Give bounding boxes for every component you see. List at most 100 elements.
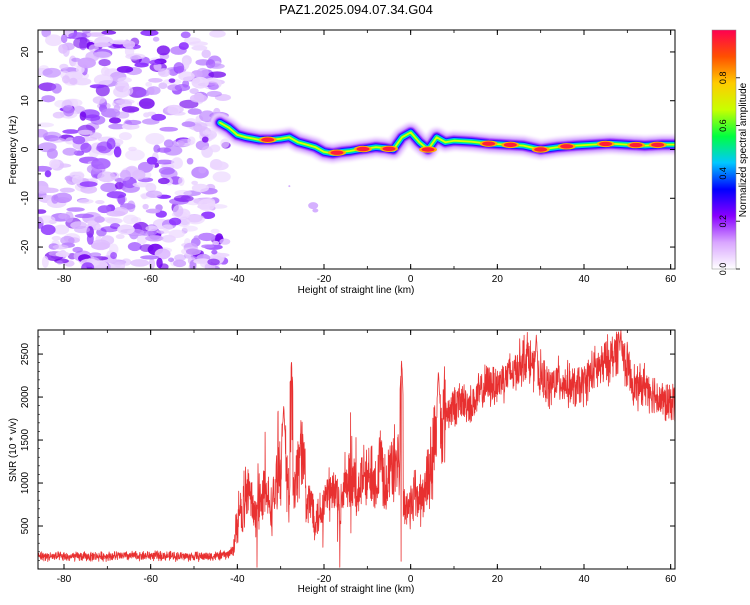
noise-blob	[74, 171, 85, 180]
ridge-peak	[356, 146, 370, 152]
colorbar-tick-label: 0.4	[718, 167, 728, 180]
noise-blob	[62, 147, 78, 156]
noise-blob	[198, 232, 216, 242]
snr-x-tick-label: 40	[578, 574, 590, 585]
noise-blob	[100, 235, 115, 246]
noise-blob	[121, 106, 140, 113]
noise-blob	[137, 161, 153, 173]
noise-blob	[178, 141, 185, 147]
colorbar: 0.0 0.2 0.4 0.6 0.8 Normalized spectral ampl…	[711, 29, 749, 275]
noise-blob	[74, 213, 94, 219]
noise-blob	[45, 34, 63, 47]
noise-blob	[110, 223, 121, 230]
spectrogram-x-tick-label: 60	[665, 274, 677, 285]
noise-blob	[158, 166, 175, 175]
noise-blob	[58, 43, 68, 54]
noise-blob	[197, 198, 216, 211]
noise-blob	[91, 158, 111, 170]
noise-blob	[115, 234, 125, 240]
snr-background	[38, 330, 675, 569]
colorbar-gradient	[712, 30, 736, 269]
noise-blob	[179, 99, 199, 109]
snr-x-tick-label: 60	[665, 574, 677, 585]
ridge-peak	[330, 150, 344, 155]
colorbar-tick-label: 0.8	[718, 72, 728, 85]
noise-blob	[151, 113, 166, 121]
snr-y-tick-label: 2000	[20, 385, 31, 408]
noise-blob	[106, 138, 116, 150]
noise-blob	[178, 176, 185, 186]
figure-title: PAZ1.2025.094.07.34.G04	[279, 2, 433, 17]
noise-blob	[95, 224, 102, 231]
stray-blob	[288, 185, 291, 188]
noise-blob	[191, 76, 209, 89]
snr-x-axis-label: Height of straight line (km)	[298, 584, 415, 595]
noise-blob	[187, 108, 202, 115]
spectrogram-x-tick-label: -20	[317, 274, 332, 285]
spectrogram-x-tick-label: 40	[578, 274, 590, 285]
snr-x-tick-label: -40	[230, 574, 245, 585]
noise-blob	[92, 96, 106, 105]
noise-blob	[122, 86, 134, 96]
snr-y-tick-label: 1000	[20, 471, 31, 494]
noise-blob	[117, 77, 132, 83]
noise-blob	[93, 42, 111, 48]
noise-blob	[120, 169, 131, 181]
noise-blob	[106, 210, 126, 217]
colorbar-label: Normalized spectral amplitude	[738, 82, 749, 217]
ridge-peak	[503, 142, 517, 148]
ridge-peak	[382, 146, 396, 151]
noise-blob	[211, 249, 218, 255]
noise-blob	[186, 214, 205, 225]
noise-blob	[168, 217, 182, 226]
ridge-peak	[651, 142, 665, 148]
noise-blob	[172, 204, 184, 217]
stray-points	[288, 185, 319, 213]
spectrogram-ticks: -80 -60 -40 -20 0 20 40 60 -20 -10 0 10 20	[20, 30, 677, 285]
spectrogram-y-tick-label: 10	[20, 95, 31, 107]
snr-x-tick-label: 20	[492, 574, 504, 585]
noise-blob	[72, 135, 86, 145]
noise-blob	[60, 33, 68, 44]
snr-y-tick-label: 500	[20, 517, 31, 534]
noise-blob	[145, 225, 158, 232]
noise-blob	[219, 238, 231, 245]
noise-blob	[73, 37, 91, 49]
noise-blob	[208, 63, 225, 69]
spectrogram-y-axis-label: Frequency (Hz)	[8, 116, 19, 185]
stray-blob	[312, 208, 319, 213]
noise-blob	[116, 65, 134, 73]
noise-blob	[174, 189, 192, 197]
noise-blob	[128, 146, 137, 152]
noise-blob	[174, 83, 191, 92]
noise-blob	[77, 57, 96, 69]
noise-blob	[129, 55, 139, 61]
noise-blob	[198, 166, 207, 174]
ridge-peak	[629, 142, 643, 148]
noise-blob	[110, 251, 118, 260]
noise-blob	[191, 45, 208, 51]
snr-y-tick-label: 1500	[20, 428, 31, 451]
noise-blob	[110, 172, 120, 180]
noise-blob	[212, 171, 231, 183]
noise-blob	[109, 117, 122, 124]
noise-blob	[156, 229, 170, 234]
noise-blob	[86, 32, 106, 37]
noise-blob	[187, 136, 196, 145]
noise-blob	[148, 77, 163, 83]
noise-blob	[145, 235, 164, 242]
noise-blob	[209, 144, 221, 153]
noise-blob	[154, 159, 175, 165]
noise-blob	[117, 224, 135, 235]
spectrogram-panel: -80 -60 -40 -20 0 20 40 60 -20 -10 0 10 20 Height of…	[8, 29, 677, 296]
noise-blob	[100, 66, 110, 76]
noise-blob	[41, 95, 56, 103]
noise-blob	[38, 122, 55, 128]
noise-blob	[141, 193, 148, 200]
noise-blob	[145, 81, 153, 87]
noise-blob	[158, 82, 168, 89]
noise-blob	[132, 182, 153, 188]
noise-blob	[113, 104, 121, 113]
noise-blob	[140, 30, 159, 37]
